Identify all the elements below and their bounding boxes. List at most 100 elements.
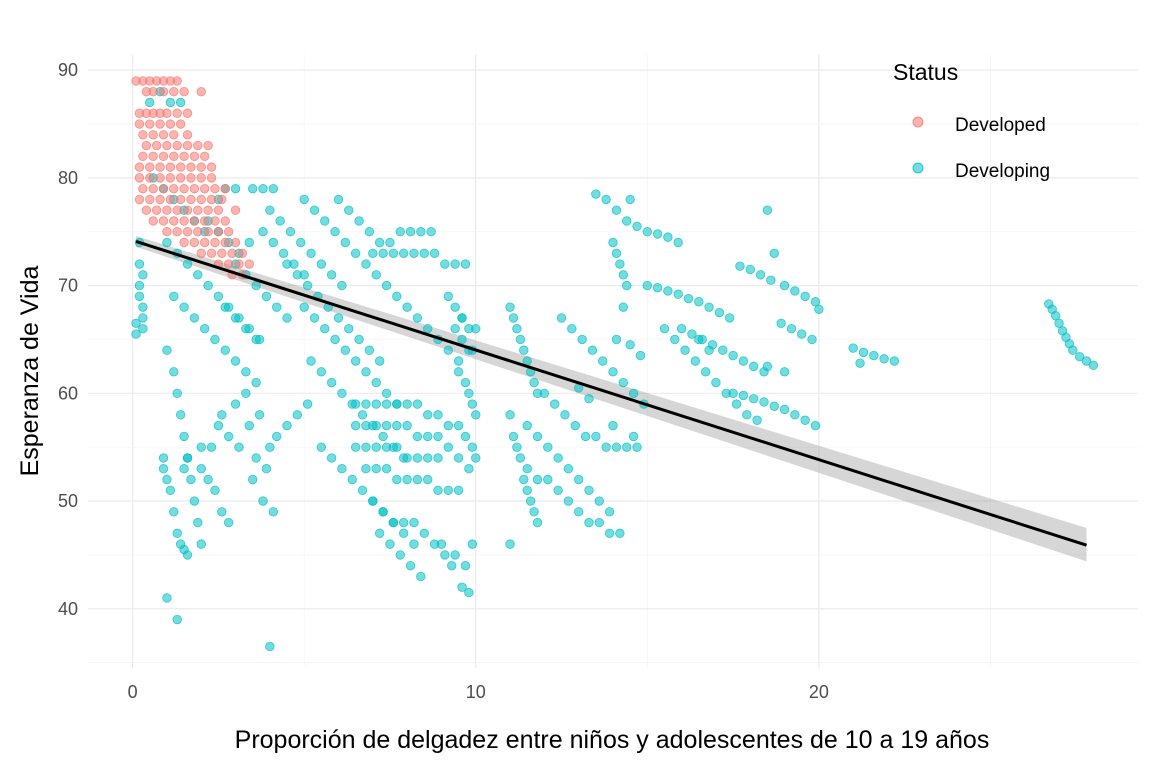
y-tick-label: 60: [58, 383, 78, 403]
point-developing: [443, 345, 453, 355]
point-developing: [460, 259, 471, 269]
y-tick-label: 40: [58, 599, 78, 619]
point-developing: [800, 291, 810, 302]
point-developing: [409, 539, 419, 549]
point-developing: [810, 297, 821, 307]
point-developing: [145, 97, 155, 108]
point-developing: [282, 420, 292, 431]
point-developing: [210, 485, 220, 495]
point-developing: [618, 270, 628, 280]
point-developing: [512, 323, 522, 334]
point-developed: [179, 87, 189, 97]
point-developing: [433, 453, 443, 463]
point-developed: [165, 162, 176, 172]
point-developing: [364, 227, 375, 237]
point-developing: [217, 410, 227, 420]
point-developing: [752, 415, 762, 425]
point-developing: [392, 474, 402, 485]
point-developing: [759, 397, 769, 407]
point-developing: [573, 474, 584, 485]
point-developing: [659, 323, 670, 334]
point-developing: [412, 313, 423, 323]
point-developing: [748, 361, 759, 372]
point-developing: [316, 367, 327, 377]
point-developing: [447, 560, 457, 571]
point-developing: [450, 302, 460, 312]
point-developing: [354, 216, 364, 226]
point-developed: [237, 248, 248, 258]
point-developing: [175, 97, 186, 108]
point-developing: [306, 248, 316, 258]
point-developing: [196, 539, 206, 549]
point-developed: [189, 183, 200, 194]
point-developing: [618, 377, 628, 388]
point-developing: [138, 270, 148, 280]
point-developing: [628, 431, 639, 442]
point-developing: [529, 377, 539, 388]
point-developing: [515, 453, 526, 463]
point-developed: [155, 119, 165, 129]
point-developing: [326, 270, 337, 280]
point-developing: [652, 229, 663, 239]
point-developing: [718, 345, 728, 355]
x-tick-label: 10: [466, 682, 486, 702]
point-developing: [162, 237, 172, 248]
point-developing: [395, 227, 405, 237]
x-tick-label: 20: [809, 682, 829, 702]
point-developed: [206, 162, 217, 172]
point-developing: [467, 539, 478, 549]
point-developing: [889, 356, 900, 366]
point-developing: [402, 453, 412, 463]
point-developing: [350, 248, 361, 258]
point-developing: [543, 474, 553, 485]
point-developing: [241, 367, 251, 377]
point-developed: [196, 194, 206, 205]
point-developing: [309, 313, 320, 323]
point-developing: [766, 275, 776, 285]
point-developing: [158, 453, 169, 463]
point-developing: [371, 377, 381, 388]
point-developing: [309, 205, 320, 215]
point-developed: [217, 194, 227, 205]
point-developing: [131, 329, 141, 339]
point-developing: [182, 550, 193, 560]
point-developing: [337, 464, 347, 474]
point-developing: [505, 410, 515, 420]
point-developing: [333, 313, 344, 323]
point-developed: [169, 183, 179, 194]
point-developing: [673, 289, 683, 299]
point-developing: [392, 420, 402, 431]
point-developing: [453, 485, 464, 495]
point-developing: [635, 350, 646, 361]
point-developed: [182, 108, 193, 118]
point-developing: [381, 280, 392, 291]
point-developed: [182, 130, 193, 140]
point-developing: [381, 464, 392, 474]
point-developing: [762, 205, 773, 215]
point-developing: [608, 420, 618, 431]
point-developed: [148, 87, 158, 97]
point-developing: [251, 453, 261, 463]
point-developing: [398, 248, 409, 258]
point-developing: [275, 216, 285, 226]
point-developing: [179, 431, 189, 442]
point-developing: [450, 323, 460, 334]
point-developed: [172, 227, 182, 237]
point-developing: [762, 361, 773, 372]
point-developing: [522, 420, 532, 431]
point-developing: [361, 399, 371, 409]
point-developing: [210, 334, 220, 345]
point-developing: [467, 442, 478, 452]
point-developing: [515, 334, 526, 345]
point-developed: [213, 227, 224, 237]
point-developed: [220, 216, 230, 226]
point-developing: [378, 248, 388, 258]
point-developing: [251, 280, 261, 291]
point-developing: [330, 227, 340, 237]
point-developing: [604, 528, 615, 539]
point-developing: [299, 302, 309, 312]
point-developing: [769, 401, 779, 411]
point-developing: [381, 399, 392, 409]
point-developing: [265, 205, 275, 215]
point-developing: [652, 283, 663, 293]
